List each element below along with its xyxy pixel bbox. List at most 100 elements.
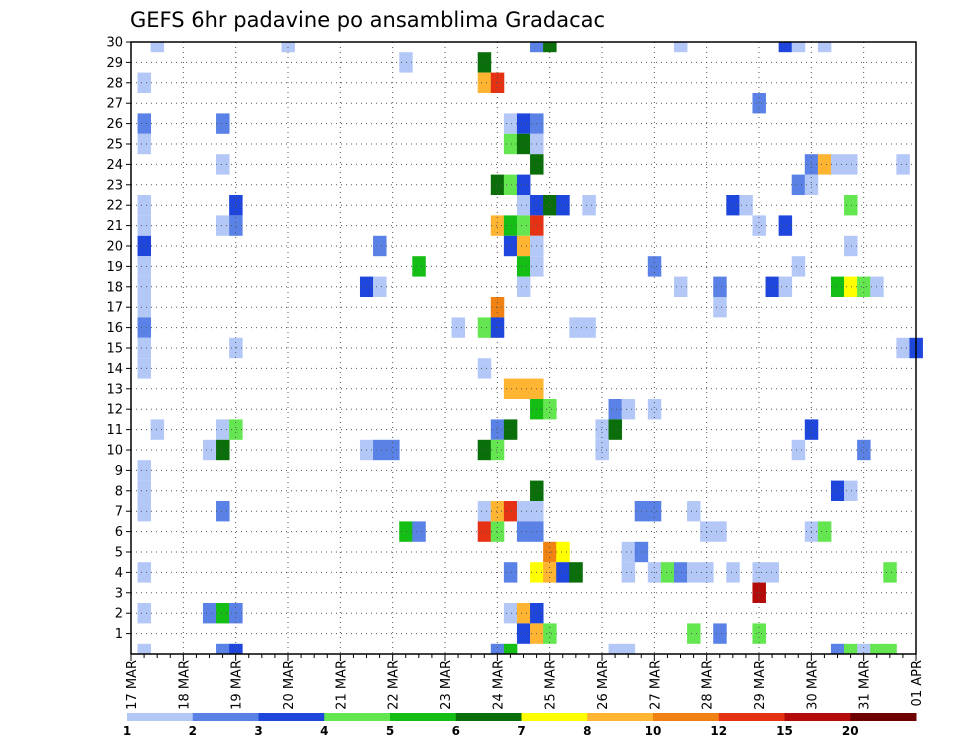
precip-cell [503,643,518,654]
precip-cell [844,276,858,297]
precip-cell [202,439,217,461]
precip-cell [202,603,217,624]
precip-cell [896,154,910,175]
x-tick-label: 17 MAR [125,660,140,710]
precip-cell [621,643,636,654]
precip-cell [150,419,165,440]
precip-cell [673,42,688,53]
colorbar-label: 15 [776,724,793,738]
precip-cell [608,399,623,420]
precip-cell [150,42,165,53]
y-tick-label: 16 [106,321,123,336]
precip-cell [477,439,492,461]
y-tick-label: 18 [106,280,123,295]
x-tick-label: 20 MAR [282,660,297,710]
precip-cell [216,419,230,440]
precip-cell [752,215,766,236]
colorbar-swatch [653,713,720,721]
x-tick-label: 18 MAR [177,660,192,710]
colorbar-label: 7 [517,724,525,738]
precip-cell [543,399,557,420]
precip-cell [516,133,531,155]
precip-cell [830,154,845,175]
precip-cell [503,133,518,155]
x-tick-label: 24 MAR [491,660,506,710]
precip-cells [137,42,923,654]
precip-cell [857,276,871,297]
colorbar-swatch [127,713,194,721]
precip-cell [137,358,152,379]
precip-cell [844,154,858,175]
precip-cell [870,643,884,654]
precip-cell [490,439,505,461]
precip-cell [791,439,806,461]
y-tick-label: 11 [106,423,123,438]
x-tick-label: 01 APR [910,660,925,706]
colorbar-label: 8 [583,724,591,738]
precip-cell [778,42,793,53]
y-tick-label: 15 [106,342,123,357]
precip-cell [844,195,858,216]
precip-cell [713,297,727,318]
y-tick-label: 30 [106,36,123,51]
y-tick-label: 26 [106,117,123,132]
precip-cell [137,133,152,155]
colorbar-label: 5 [386,724,394,738]
precip-cell [386,439,400,461]
precip-cell [791,174,806,195]
y-tick-label: 29 [106,56,123,71]
precip-cell [830,276,845,297]
precip-cell [556,541,570,563]
colorbar-label: 4 [320,724,328,738]
precip-cell [673,562,688,583]
colorbar-label: 20 [842,724,859,738]
precip-cell [477,52,492,73]
precip-cell [373,235,387,257]
precip-cell [516,521,531,542]
precip-cell [229,643,243,654]
precip-cell [647,399,662,420]
precip-cell [503,235,518,257]
colorbar-label: 6 [452,724,460,738]
precip-cell [503,378,518,399]
precip-cell [647,501,662,522]
precip-cell [503,603,518,624]
precip-cell [216,643,230,654]
precip-cell [137,603,152,624]
y-tick-label: 23 [106,178,123,193]
precip-cell [516,174,531,195]
y-tick-label: 22 [106,199,123,214]
precip-cell [595,439,609,461]
precip-cell [137,337,152,359]
precip-cell [137,72,152,93]
precip-cell [516,256,531,277]
precip-cell [791,42,806,53]
colorbar-swatch [390,713,457,721]
precip-cell [726,195,740,216]
precip-cell [477,521,492,542]
precip-cell [490,419,505,440]
y-tick-label: 14 [106,362,123,377]
colorbar-label: 10 [645,724,662,738]
precip-cell [530,42,544,53]
precip-cell [857,643,871,654]
x-tick-label: 26 MAR [596,660,611,710]
precip-cell [137,643,152,654]
precip-cell [687,623,701,644]
x-tick-label: 22 MAR [387,660,402,710]
chart-title: GEFS 6hr padavine po ansamblima Gradacac [130,8,605,32]
precip-cell [490,643,505,654]
y-tick-label: 2 [115,607,123,622]
colorbar-swatch [192,713,259,721]
x-tick-label: 28 MAR [701,660,716,710]
colorbar-swatch [455,713,522,721]
colorbar-swatch [718,713,785,721]
precip-cell [137,215,152,236]
y-tick-label: 4 [115,566,123,581]
precip-cell [137,317,152,338]
precip-cell [137,276,152,297]
precip-cell [229,195,243,216]
colorbar-label: 1 [123,724,131,738]
precip-cell [373,276,387,297]
